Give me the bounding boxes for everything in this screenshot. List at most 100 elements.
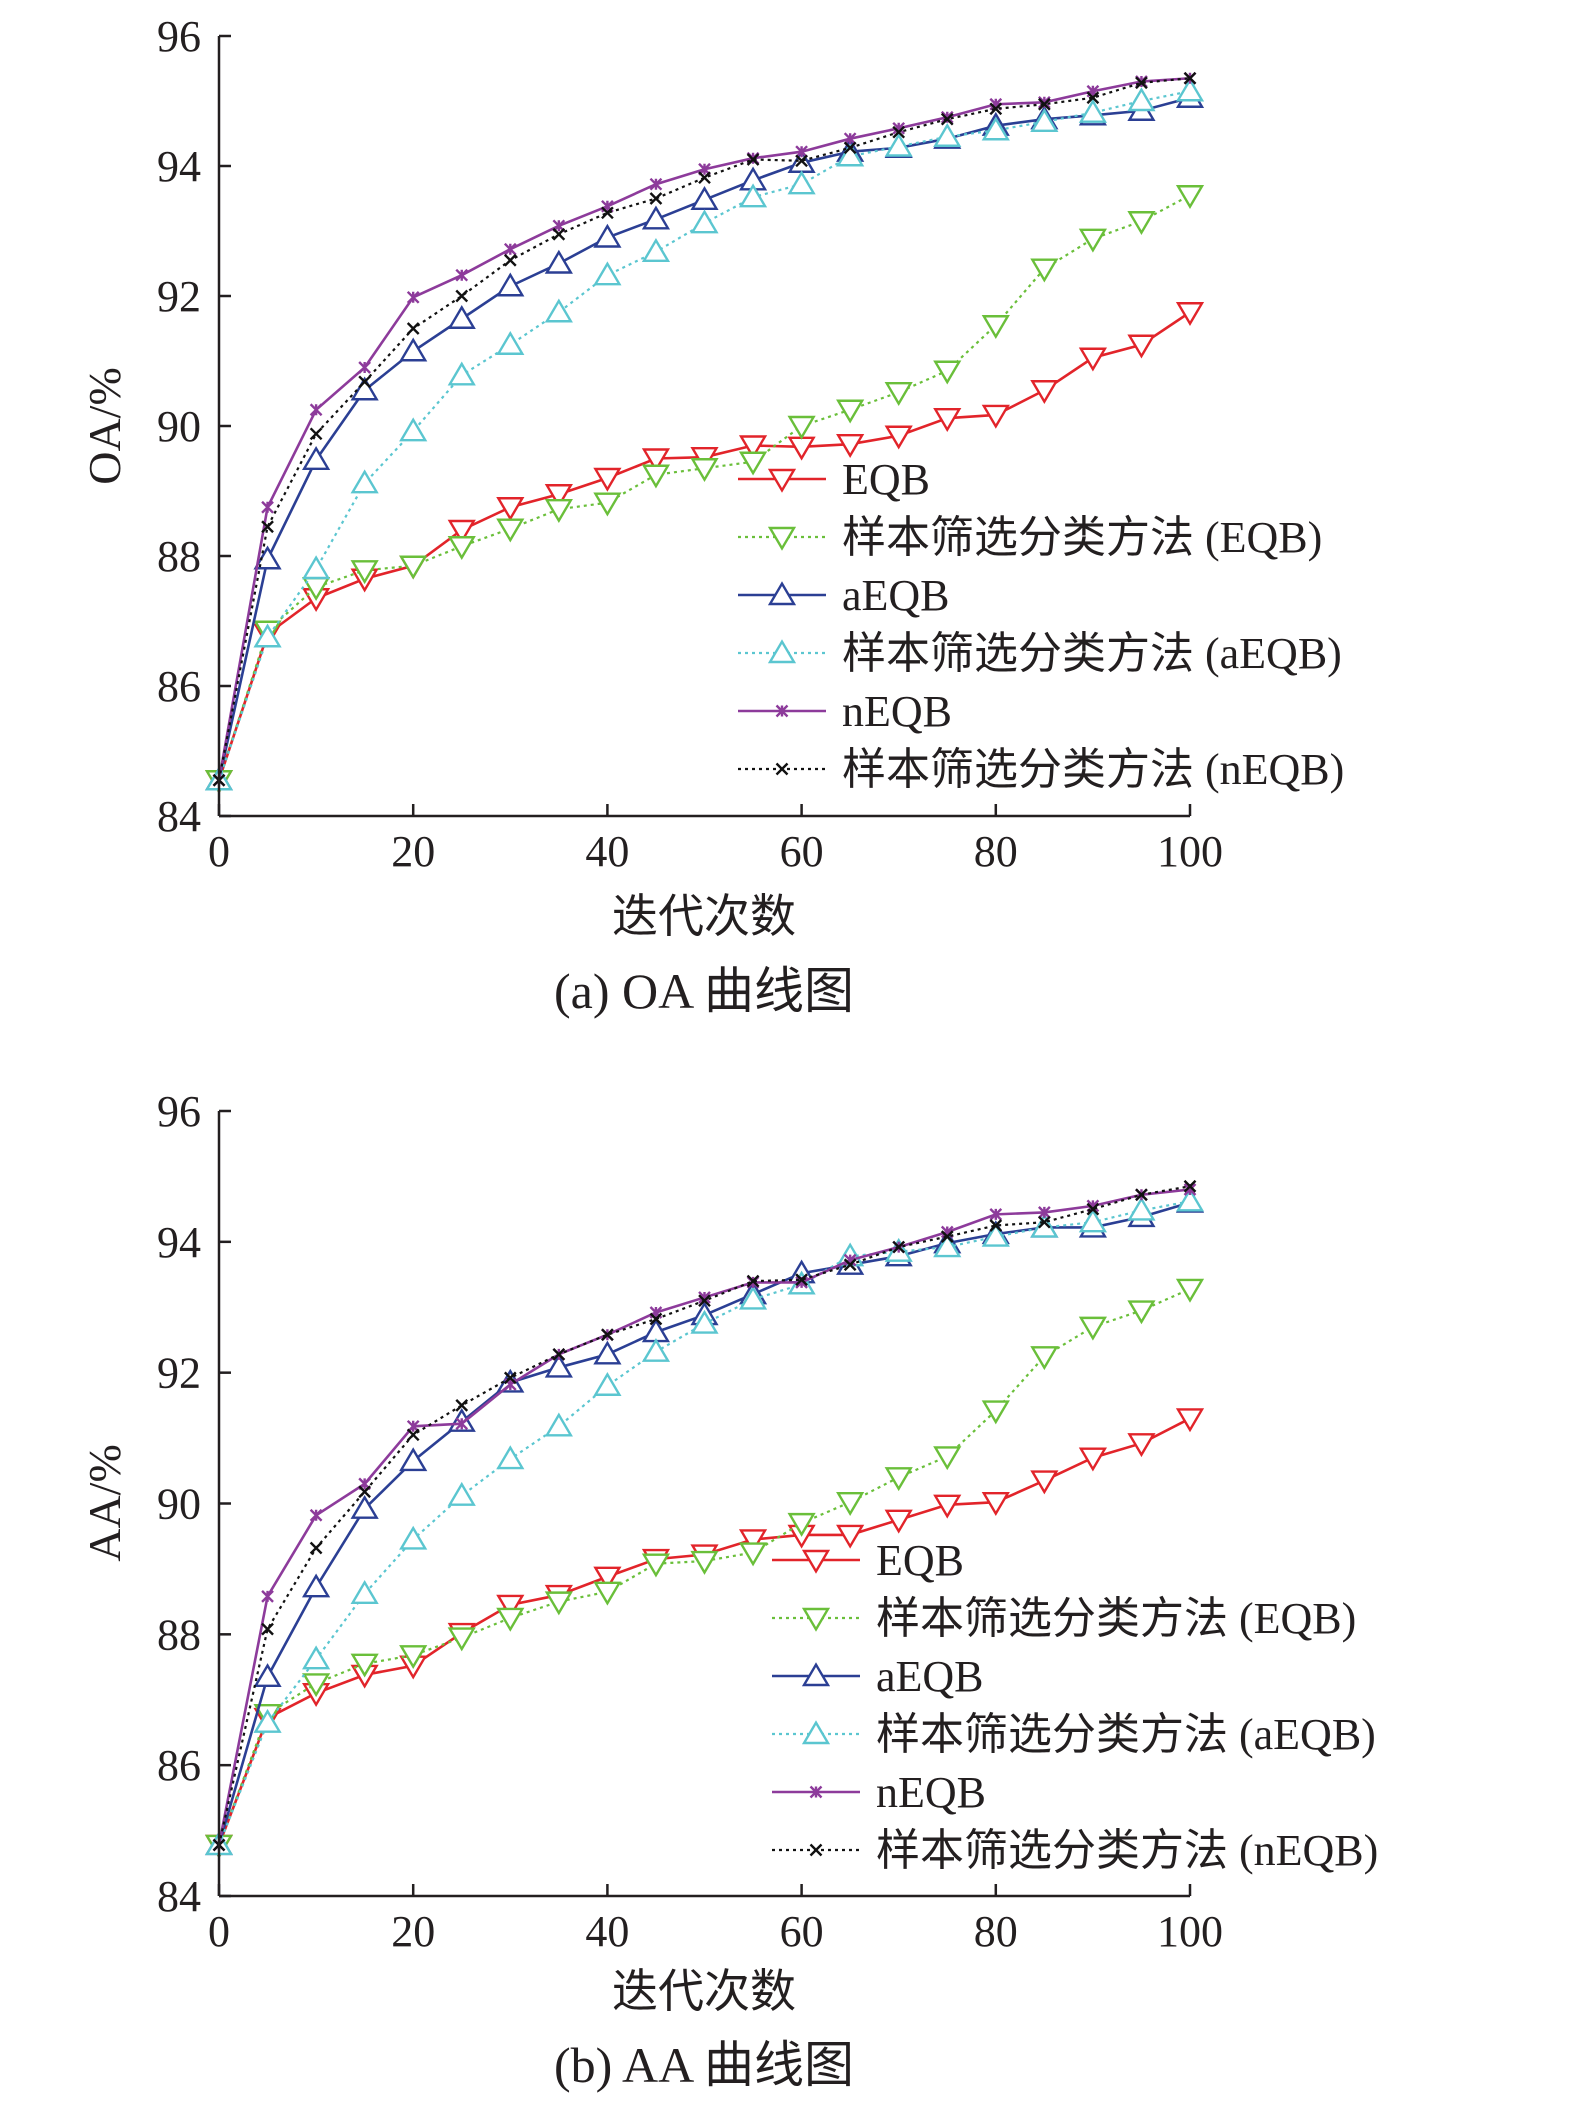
data-point-oa-filter-neqb-15 [358, 375, 371, 389]
legend-label-aa-neqb: nEQB [876, 1768, 986, 1817]
data-point-aa-filter-aeqb-40 [593, 1371, 622, 1396]
data-point-aa-filter-eqb-95 [1127, 1300, 1156, 1325]
data-point-aa-filter-neqb-90 [1086, 1202, 1100, 1216]
data-point-aa-eqb-55 [738, 1529, 768, 1554]
legend-item-aa-neqb: nEQB [772, 1768, 986, 1817]
legend-label-oa-neqb: nEQB [842, 687, 952, 736]
data-point-oa-filter-neqb-100 [1183, 71, 1197, 85]
data-point-oa-neqb-5 [261, 500, 274, 514]
data-point-oa-filter-aeqb-80 [981, 116, 1010, 141]
data-point-oa-eqb-65 [836, 434, 865, 458]
data-point-oa-filter-eqb-25 [447, 536, 476, 561]
data-point-aa-filter-aeqb-5 [253, 1708, 282, 1733]
data-point-oa-neqb-65 [843, 132, 857, 146]
data-point-oa-filter-neqb-35 [552, 227, 566, 241]
data-point-oa-neqb-20 [406, 290, 420, 304]
data-point-oa-neqb-60 [795, 145, 808, 159]
data-point-oa-aeqb-15 [350, 376, 379, 401]
data-point-aa-filter-eqb-85 [1030, 1346, 1059, 1371]
data-point-aa-filter-aeqb-35 [544, 1412, 573, 1437]
data-point-aa-aeqb-35 [544, 1353, 573, 1378]
data-point-oa-neqb-75 [940, 110, 954, 124]
data-point-oa-eqb-75 [933, 408, 962, 432]
data-point-aa-filter-neqb-10 [309, 1541, 323, 1555]
data-point-aa-aeqb-15 [350, 1494, 379, 1519]
legend-marker-oa-filter-aeqb [767, 639, 797, 664]
data-point-oa-filter-aeqb-65 [836, 142, 865, 167]
data-point-oa-filter-aeqb-60 [787, 170, 816, 195]
x-tick-label-oa-100: 100 [1157, 827, 1223, 876]
data-point-aa-filter-neqb-5 [261, 1622, 274, 1636]
data-point-aa-aeqb-20 [399, 1447, 428, 1472]
data-point-aa-filter-neqb-65 [843, 1258, 857, 1272]
data-point-oa-eqb-85 [1030, 380, 1059, 405]
data-point-aa-filter-neqb-15 [358, 1485, 371, 1499]
data-point-oa-eqb-55 [738, 435, 768, 460]
data-point-oa-filter-neqb-5 [261, 520, 274, 534]
data-point-aa-filter-neqb-20 [406, 1428, 420, 1442]
data-point-oa-filter-eqb-15 [350, 560, 379, 585]
data-point-aa-filter-neqb-35 [552, 1348, 566, 1361]
x-tick-label-aa-20: 20 [391, 1907, 435, 1956]
legend-marker-oa-eqb [767, 468, 797, 493]
y-tick-label-aa-84: 84 [157, 1872, 201, 1921]
data-point-aa-filter-eqb-30 [496, 1607, 525, 1632]
data-point-aa-filter-neqb-25 [455, 1399, 469, 1412]
x-tick-label-oa-40: 40 [585, 827, 629, 876]
x-tick-label-oa-0: 0 [208, 827, 230, 876]
series-oa-filter-aeqb [204, 77, 1205, 791]
data-point-aa-filter-neqb-45 [649, 1312, 663, 1326]
x-tick-label-aa-0: 0 [208, 1907, 230, 1956]
legend-item-aa-filter-aeqb: 样本筛选分类方法 (aEQB) [772, 1710, 1376, 1759]
data-point-aa-filter-neqb-40 [601, 1328, 614, 1342]
data-point-oa-aeqb-25 [447, 304, 476, 329]
legend-label-oa-eqb: EQB [842, 455, 930, 504]
data-point-oa-filter-aeqb-35 [544, 298, 573, 323]
data-point-oa-filter-eqb-90 [1078, 228, 1107, 253]
data-point-oa-filter-neqb-20 [406, 322, 420, 335]
legend-marker-aa-aeqb [801, 1662, 831, 1687]
x-axis-label-aa: 迭代次数 [612, 1966, 796, 2017]
data-point-oa-filter-eqb-35 [544, 499, 573, 523]
y-tick-label-aa-86: 86 [157, 1741, 201, 1790]
data-point-oa-filter-aeqb-10 [302, 555, 331, 580]
data-point-oa-neqb-25 [455, 268, 469, 282]
series-oa-filter-neqb [212, 71, 1197, 787]
data-point-oa-eqb-95 [1127, 334, 1156, 359]
data-point-oa-filter-neqb-40 [601, 206, 614, 220]
data-point-aa-filter-aeqb-15 [350, 1580, 379, 1604]
data-point-aa-filter-aeqb-85 [1030, 1213, 1059, 1238]
series-aa-neqb [212, 1183, 1197, 1852]
data-point-oa-aeqb-45 [641, 205, 671, 230]
data-point-aa-filter-eqb-90 [1078, 1316, 1107, 1341]
data-point-aa-filter-eqb-65 [836, 1491, 865, 1516]
legend-item-oa-filter-aeqb: 样本筛选分类方法 (aEQB) [738, 629, 1342, 678]
data-point-aa-aeqb-40 [593, 1340, 622, 1365]
data-point-aa-eqb-95 [1127, 1433, 1156, 1458]
data-point-aa-filter-aeqb-75 [933, 1233, 962, 1258]
legend-label-oa-filter-neqb: 样本筛选分类方法 (nEQB) [842, 745, 1344, 794]
data-point-oa-filter-eqb-70 [884, 382, 913, 406]
data-point-oa-filter-aeqb-100 [1175, 77, 1205, 102]
data-point-oa-filter-eqb-100 [1175, 185, 1205, 210]
data-point-aa-filter-neqb-80 [989, 1219, 1003, 1232]
legend-item-oa-filter-neqb: 样本筛选分类方法 (nEQB) [738, 745, 1344, 794]
data-point-oa-neqb-10 [309, 403, 323, 417]
data-point-aa-filter-aeqb-45 [641, 1337, 671, 1362]
series-layer-aa [204, 1179, 1205, 1859]
data-point-oa-filter-aeqb-15 [350, 469, 379, 494]
data-point-oa-filter-eqb-40 [593, 492, 622, 517]
data-point-oa-eqb-45 [641, 448, 671, 473]
data-point-oa-filter-eqb-30 [496, 518, 525, 543]
data-point-aa-filter-aeqb-95 [1127, 1196, 1156, 1221]
data-point-aa-filter-eqb-50 [690, 1550, 719, 1575]
legend-label-oa-aeqb: aEQB [842, 571, 950, 620]
y-tick-label-aa-96: 96 [157, 1087, 201, 1136]
data-point-aa-filter-neqb-50 [698, 1294, 711, 1308]
legend-label-aa-filter-eqb: 样本筛选分类方法 (EQB) [876, 1594, 1356, 1643]
data-point-aa-neqb-80 [989, 1208, 1003, 1221]
data-point-aa-eqb-30 [496, 1594, 525, 1619]
data-point-oa-filter-eqb-95 [1127, 211, 1156, 236]
legend-item-oa-neqb: nEQB [738, 687, 952, 736]
legend-marker-oa-filter-eqb [767, 526, 797, 551]
